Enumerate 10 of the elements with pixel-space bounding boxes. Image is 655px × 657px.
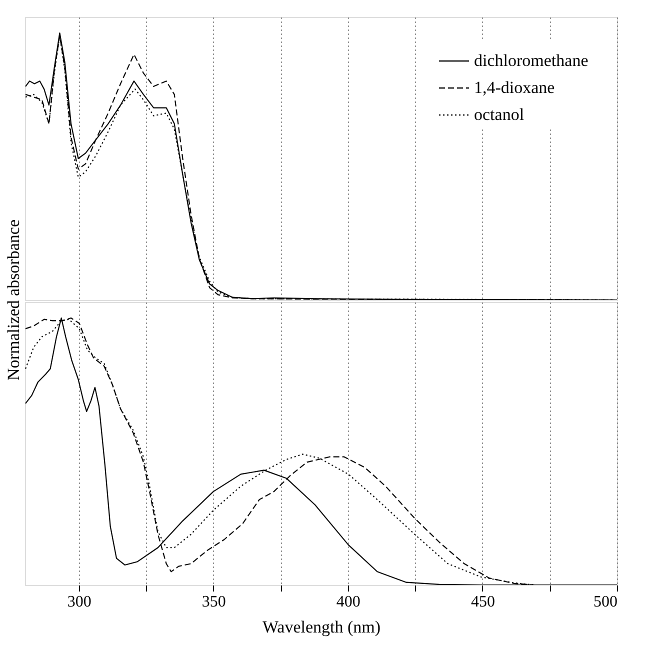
x-tick-label: 500 xyxy=(594,594,618,610)
x-tick-label: 400 xyxy=(336,594,360,610)
legend-label: 1,4-dioxane xyxy=(474,78,555,97)
legend-label: octanol xyxy=(474,105,524,124)
legend-label: dichloromethane xyxy=(474,51,588,70)
x-tick-label: 300 xyxy=(67,594,92,610)
x-tick-label: 350 xyxy=(202,594,226,610)
y-axis-title: Normalized absorbance xyxy=(4,220,23,380)
x-tick-label: 450 xyxy=(470,594,495,610)
x-axis-title: Wavelength (nm) xyxy=(262,618,381,636)
